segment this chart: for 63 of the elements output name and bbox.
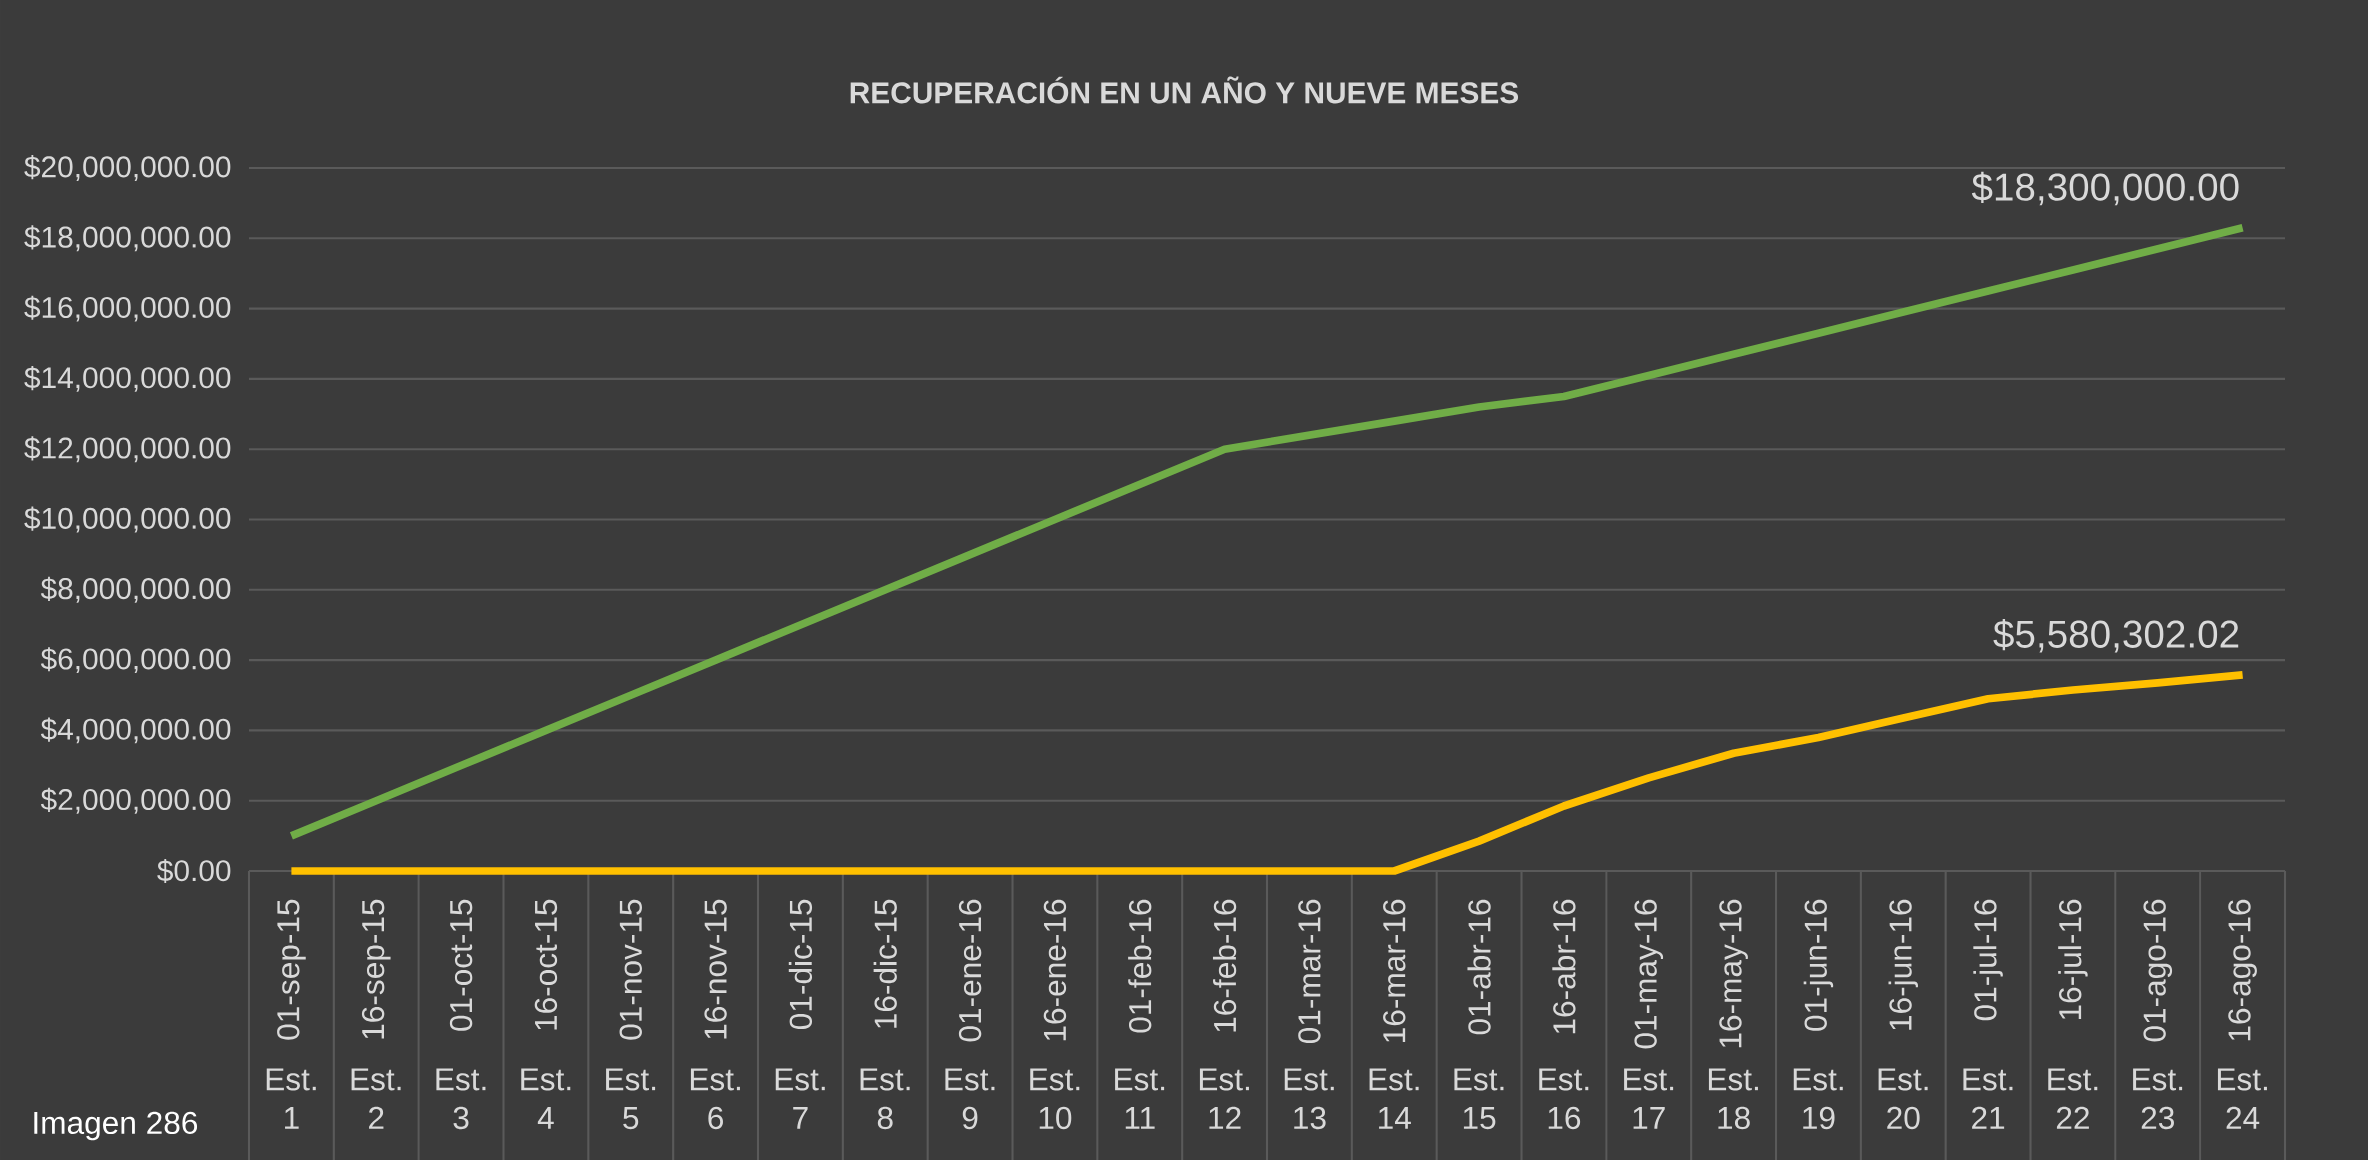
text: Est. 13 [1284, 1068, 1334, 1130]
data-label: $18,300,000.00 [1971, 171, 2239, 206]
text: Est. 6 [690, 1068, 740, 1130]
text: Est. 15 [1454, 1068, 1504, 1130]
x-tick-label: 16-mar-16 [1383, 899, 1406, 1042]
x-tick-label: 16-jun-16 [1888, 899, 1918, 1030]
text: Est. 8 [860, 1068, 910, 1130]
y-tick-label: $6,000,000.00 [40, 647, 231, 674]
x-tick-label: 01-jun-16 [1803, 899, 1834, 1031]
x-tick-label: 16-nov-15 [704, 899, 727, 1039]
text: Est. 4 [521, 1068, 571, 1129]
x-tick-label: 16-abr-16 [1552, 899, 1576, 1034]
data-label: $5,580,302.02 [1993, 618, 2239, 653]
y-tick-label: $18,000,000.00 [24, 225, 231, 252]
x-tick-label: 01-ago-16 [2143, 899, 2173, 1042]
text: Est. 2 [351, 1068, 401, 1129]
text: Est. 23 [2133, 1068, 2183, 1130]
y-tick-label: $4,000,000.00 [40, 717, 231, 744]
chart-title: RECUPERACIÓN EN UN AÑO Y NUEVE MESES [850, 76, 1519, 104]
x-tick-label: 01-dic-15 [788, 899, 813, 1030]
x-tick-label: 16-dic-15 [873, 899, 897, 1028]
x-tick-label: 01-may-16 [1634, 899, 1664, 1049]
y-tick-label: $16,000,000.00 [24, 295, 231, 322]
y-tick-label: $12,000,000.00 [24, 436, 231, 463]
x-tick-label: 16-ene-16 [1043, 899, 1067, 1041]
text: Est. 19 [1793, 1068, 1843, 1130]
y-tick-label: $8,000,000.00 [40, 576, 231, 603]
y-tick-label: $14,000,000.00 [24, 365, 231, 392]
text: Est. 14 [1369, 1068, 1419, 1129]
x-tick-label: 16-jul-16 [2058, 899, 2088, 1020]
x-tick-label: 16-sep-15 [361, 899, 391, 1039]
text: Est. 9 [945, 1068, 995, 1130]
x-tick-label: 01-feb-16 [1128, 899, 1152, 1033]
x-tick-label: 16-may-16 [1719, 899, 1748, 1048]
text: Est. 20 [1878, 1068, 1928, 1130]
x-tick-label: 01-abr-16 [1467, 899, 1491, 1035]
y-tick-label: $2,000,000.00 [40, 787, 231, 814]
x-tick-label: 01-jul-16 [1973, 899, 2003, 1021]
text: Est. 3 [436, 1068, 486, 1130]
y-tick-label: $20,000,000.00 [24, 155, 231, 181]
text: Est. 11 [1115, 1068, 1165, 1129]
x-tick-label: 01-nov-15 [619, 899, 642, 1040]
x-tick-label: 01-mar-16 [1298, 899, 1321, 1044]
x-tick-label: 01-oct-15 [449, 899, 473, 1031]
text: Est. 12 [1199, 1068, 1249, 1129]
text: Est. 1 [266, 1068, 316, 1129]
text: Est. 18 [1708, 1068, 1758, 1130]
x-tick-label: 16-oct-15 [534, 899, 558, 1030]
text: Est. 24 [2217, 1068, 2267, 1129]
text: Est. 10 [1030, 1068, 1080, 1130]
x-tick-label: 01-ene-16 [958, 899, 982, 1042]
text: Est. 17 [1624, 1068, 1674, 1129]
text: Est. 21 [1963, 1068, 2013, 1129]
x-tick-label: 16-ago-16 [2228, 899, 2257, 1041]
y-tick-label: $10,000,000.00 [24, 506, 231, 533]
y-tick-label: $0.00 [157, 858, 231, 884]
text: Est. 16 [1539, 1068, 1589, 1130]
x-tick-label: 16-feb-16 [1212, 899, 1237, 1032]
text: Est. 7 [775, 1068, 825, 1129]
text: Est. 22 [2048, 1068, 2098, 1129]
text: Imagen 286 [34, 1111, 198, 1141]
text: Est. 5 [606, 1068, 656, 1130]
x-tick-label: 01-sep-15 [277, 899, 306, 1040]
